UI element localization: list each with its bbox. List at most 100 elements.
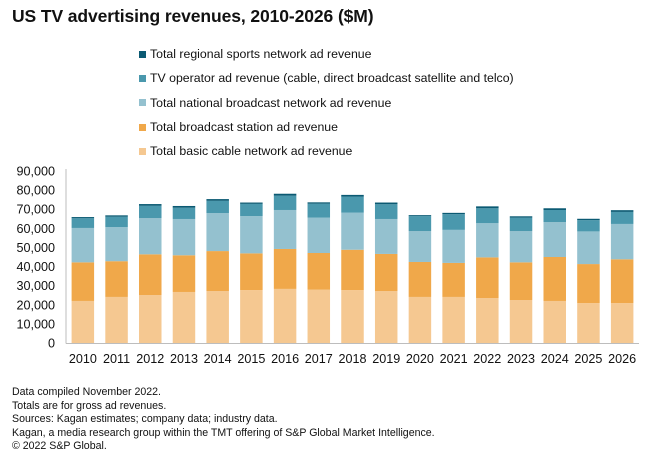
x-tick-label: 2016 [271,352,299,366]
bar-station-2017 [307,252,331,290]
chart-legend: Total regional sports network ad revenue… [139,42,514,163]
bar-station-2026 [610,259,634,304]
bar-sports-2018 [341,194,364,197]
bar-station-2025 [577,264,600,304]
y-tick-label: 0 [48,337,55,351]
bar-national-2025 [577,231,600,265]
bar-tv-operator-2018 [341,196,364,213]
bar-station-2016 [273,248,297,289]
footnote-totals: Totals are for gross ad revenues. [12,399,167,412]
legend-item-sports: Total regional sports network ad revenue [139,42,514,66]
bar-stack-2019 [374,202,398,343]
bar-national-2017 [307,217,331,253]
y-tick-label: 60,000 [16,222,55,236]
y-tick-label: 20,000 [16,298,55,312]
bar-station-2014 [206,251,229,292]
y-tick-label: 50,000 [16,241,55,255]
bar-sports-2010 [71,217,95,219]
x-tick-label: 2011 [103,352,130,366]
bar-stack-2021 [442,212,465,343]
bar-stack-2013 [172,205,196,343]
footnote-sources: Sources: Kagan estimates; company data; … [12,413,278,426]
legend-swatch-national [139,99,146,107]
bar-stack-2016 [273,193,297,343]
bar-sports-2017 [307,202,331,204]
bar-national-2012 [139,218,162,255]
bar-cable-2014 [206,291,229,343]
x-tick-label: 2022 [473,352,501,366]
bar-tv-operator-2023 [509,217,533,232]
footnotes: Data compiled November 2022. Totals are … [12,386,435,454]
bar-stack-2020 [408,215,432,343]
bar-station-2013 [172,255,196,292]
bar-sports-2026 [610,210,634,212]
bar-stack-2018 [341,194,364,343]
bar-cable-2018 [341,290,364,343]
y-tick-label: 70,000 [16,203,55,217]
y-tick-label: 90,000 [16,165,55,179]
bar-stack-2014 [206,199,229,343]
bar-tv-operator-2026 [610,211,634,224]
bar-tv-operator-2016 [273,195,297,210]
bar-sports-2013 [172,205,196,208]
x-tick-label: 2021 [440,352,468,366]
bar-national-2020 [408,231,432,262]
bar-sports-2011 [105,215,128,217]
legend-label: Total national broadcast network ad reve… [150,95,392,110]
bar-national-2026 [610,223,634,260]
x-tick-label: 2025 [574,352,602,366]
bar-cable-2022 [476,298,499,343]
bar-station-2019 [374,253,398,292]
x-tick-label: 2019 [372,352,400,366]
bar-cable-2017 [307,289,331,343]
bar-cable-2026 [610,303,634,343]
legend-label: TV operator ad revenue (cable, direct br… [150,71,514,86]
bar-national-2016 [273,209,297,249]
bar-national-2010 [71,227,95,263]
bar-stack-2022 [476,206,499,343]
bar-tv-operator-2013 [172,207,196,219]
bar-stack-2015 [240,202,263,343]
bar-tv-operator-2017 [307,203,331,218]
x-tick-label: 2014 [204,352,232,366]
legend-item-tv-operator: TV operator ad revenue (cable, direct br… [139,66,514,90]
bar-tv-operator-2020 [408,216,432,232]
bar-tv-operator-2011 [105,216,128,227]
bar-station-2021 [442,262,465,297]
bar-station-2020 [408,261,432,297]
bar-tv-operator-2022 [476,208,499,224]
x-tick-label: 2012 [136,352,164,366]
bar-stack-2011 [105,215,128,343]
chart-title: US TV advertising revenues, 2010-2026 ($… [12,6,374,26]
bar-national-2015 [240,216,263,254]
bar-stack-2017 [307,202,331,343]
bar-cable-2013 [172,291,196,343]
bar-sports-2024 [543,208,566,210]
bar-sports-2014 [206,199,229,201]
bar-cable-2011 [105,296,128,343]
bar-sports-2021 [442,212,465,215]
legend-swatch-station [139,123,146,131]
bar-station-2022 [476,257,499,299]
legend-label: Total broadcast station ad revenue [150,120,338,135]
bar-tv-operator-2014 [206,200,229,214]
bar-tv-operator-2019 [374,204,398,219]
bar-tv-operator-2024 [543,209,566,223]
bar-stack-2023 [509,216,533,343]
bar-sports-2025 [577,218,600,221]
bar-cable-2023 [509,300,533,343]
bar-stack-2026 [610,210,634,343]
legend-swatch-cable [139,147,146,155]
footnote-compiled: Data compiled November 2022. [12,386,161,398]
bar-sports-2023 [509,216,533,218]
y-tick-label: 30,000 [16,279,55,293]
bar-national-2011 [105,227,128,262]
legend-item-national: Total national broadcast network ad reve… [139,91,514,115]
bar-sports-2020 [408,215,432,217]
legend-swatch-tv-operator [139,74,146,82]
bar-station-2015 [240,253,263,291]
bar-sports-2022 [476,206,499,209]
x-tick-label: 2018 [338,352,366,366]
bar-tv-operator-2015 [240,203,263,217]
footnote-copyright: © 2022 S&P Global. [12,440,107,453]
